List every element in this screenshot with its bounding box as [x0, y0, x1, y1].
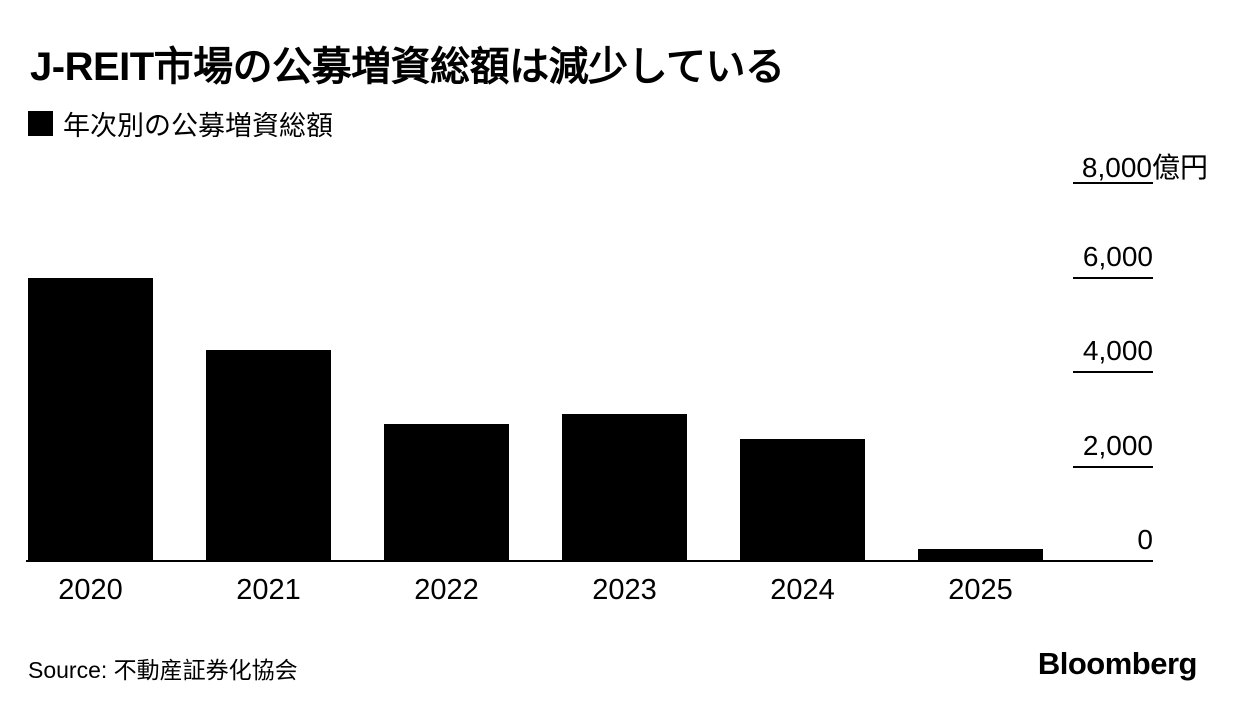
bar-2021: [206, 350, 331, 561]
bar-2025: [918, 549, 1043, 561]
y-tick-line: [1073, 276, 1153, 279]
x-tick-label: 2025: [948, 574, 1013, 606]
y-tick-label: 6,000: [1082, 240, 1153, 272]
x-tick-label: 2023: [592, 574, 657, 606]
bar-2022: [384, 424, 509, 561]
legend: 年次別の公募増資総額: [28, 104, 333, 143]
y-tick-line: [1073, 465, 1153, 468]
source-note: Source: 不動産証券化協会: [28, 657, 298, 683]
y-tick-line: [1073, 371, 1153, 373]
bar-2024: [740, 439, 865, 561]
y-tick-label: 4,000: [1082, 335, 1153, 366]
legend-series-label: 年次別の公募増資総額: [63, 111, 333, 141]
x-tick-label: 2021: [236, 574, 301, 606]
x-tick-label: 2024: [770, 574, 835, 606]
y-tick-label: 2,000: [1082, 429, 1153, 461]
x-tick-label: 2022: [414, 574, 479, 606]
y-tick-line: [1073, 182, 1153, 184]
chart-title: J-REIT市場の公募増資総額は減少している: [30, 45, 785, 89]
bar-2020: [28, 278, 153, 561]
y-tick-label: 0: [1137, 524, 1153, 555]
bloomberg-logo: Bloomberg: [1037, 646, 1198, 681]
bar-2023: [562, 414, 687, 561]
x-tick-label: 2020: [58, 574, 123, 606]
y-tick-label: 8,000億円: [1081, 152, 1208, 183]
legend-square-icon: [28, 111, 53, 136]
x-axis-line: [26, 560, 1153, 562]
